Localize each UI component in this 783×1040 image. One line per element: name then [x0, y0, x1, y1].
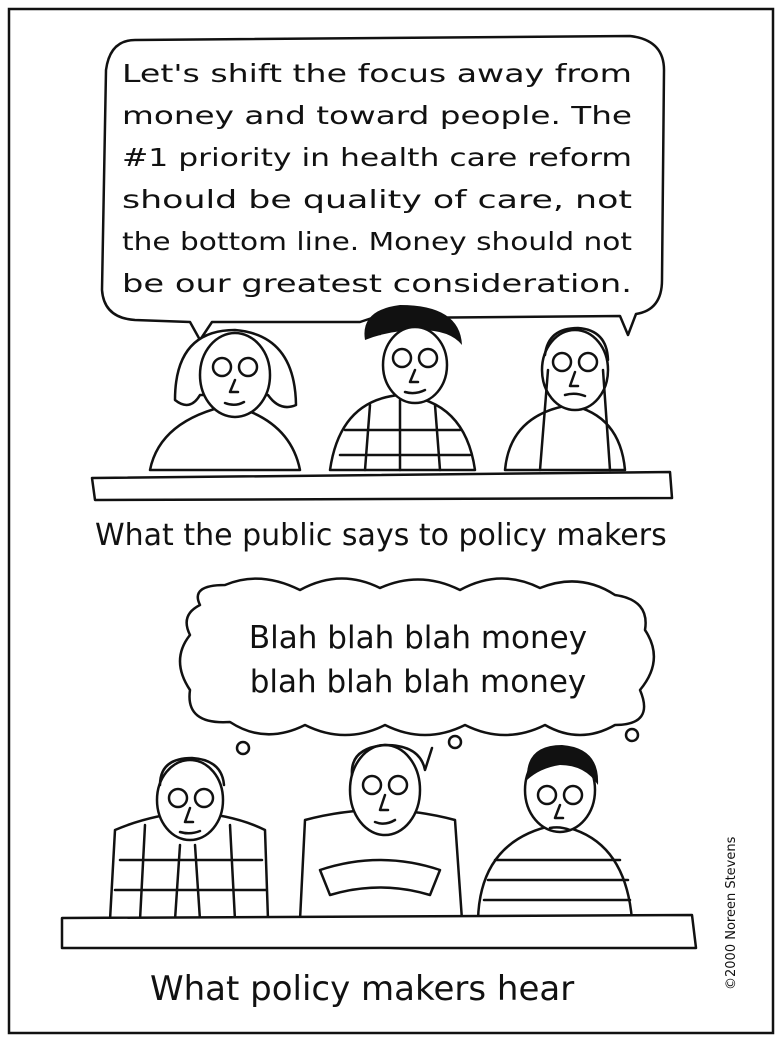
speech-line: the bottom line. Money should not [122, 227, 632, 256]
speech-line: should be quality of care, not [122, 185, 632, 214]
thought-dot [237, 742, 249, 754]
credit: ©2000 Noreen Stevens [724, 836, 739, 990]
caption: What the public says to policy makers [95, 518, 667, 553]
policy-maker-figures [110, 745, 632, 920]
table [92, 472, 672, 500]
cartoon: Let's shift the focus away from money and… [0, 0, 783, 1040]
caption: What policy makers hear [150, 969, 574, 1009]
speech-line: Let's shift the focus away from [122, 59, 632, 88]
speech-line: money and toward people. The [122, 101, 632, 130]
thought-line: blah blah blah money [250, 664, 587, 700]
thought-dot [626, 729, 638, 741]
thought-bubble [180, 578, 654, 735]
table [62, 915, 696, 948]
speech-line: #1 priority in health care reform [122, 143, 632, 172]
speech-line: be our greatest consideration. [122, 269, 632, 298]
thought-line: Blah blah blah money [249, 620, 587, 656]
thought-dot [449, 736, 461, 748]
